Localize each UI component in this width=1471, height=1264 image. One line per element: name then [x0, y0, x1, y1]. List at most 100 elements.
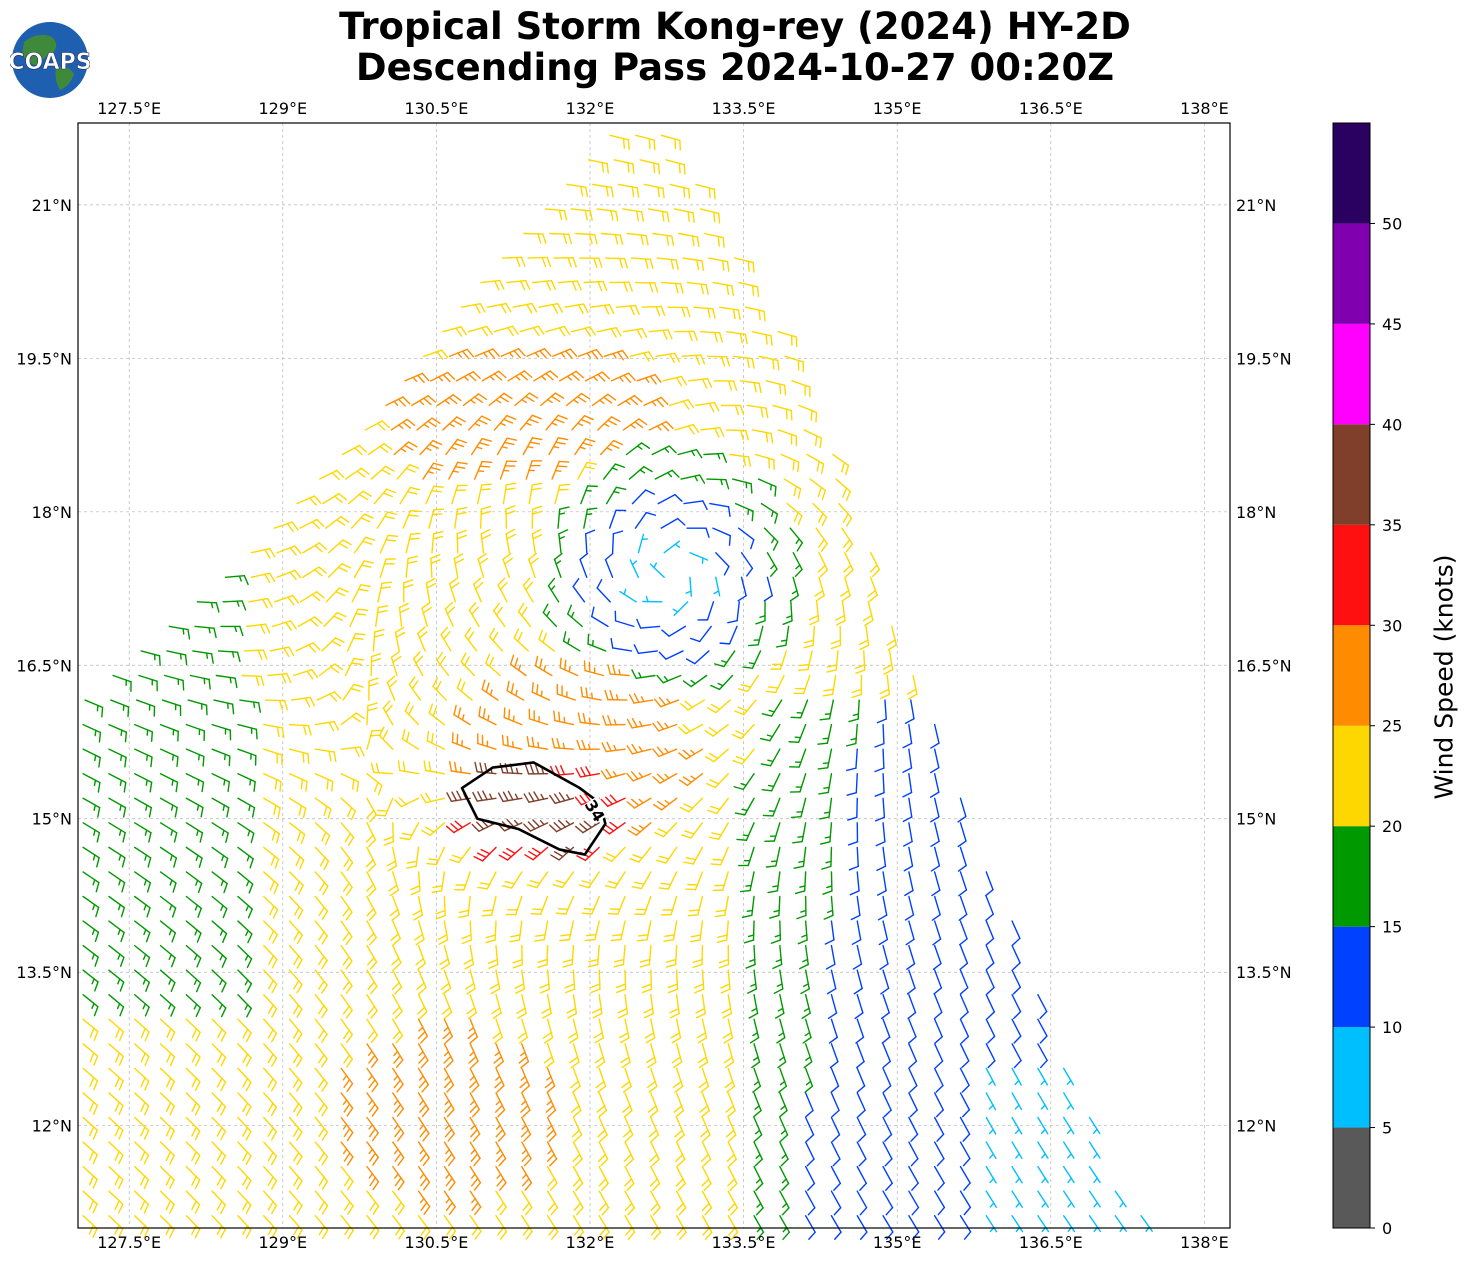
wind-barb	[649, 562, 665, 578]
wind-barb	[159, 1215, 175, 1239]
wind-barb	[985, 1043, 996, 1069]
wind-barb	[652, 746, 678, 758]
wind-barb	[472, 790, 497, 802]
wind-barb	[553, 710, 575, 726]
wind-barb	[830, 1215, 842, 1240]
wind-barb	[985, 969, 995, 995]
wind-barb	[571, 1116, 583, 1142]
wind-barb	[804, 1190, 816, 1216]
wind-barb	[436, 394, 462, 407]
wind-barb	[583, 280, 608, 292]
wind-barb	[518, 1043, 530, 1069]
wind-barb	[788, 723, 807, 743]
wind-barb	[108, 871, 126, 893]
wind-barb	[905, 920, 915, 946]
wind-barb	[906, 969, 916, 995]
wind-barb	[760, 502, 779, 524]
wind-barb	[466, 994, 478, 1020]
wind-barb	[688, 378, 713, 389]
wind-barb	[933, 1043, 944, 1069]
wind-barb	[237, 871, 254, 894]
wind-barb	[675, 1141, 686, 1167]
wind-barb	[648, 329, 673, 340]
wind-barb	[697, 601, 715, 621]
wind-barb	[394, 626, 406, 652]
wind-barb	[830, 1165, 842, 1191]
wind-barb	[159, 1190, 175, 1214]
wind-barb	[496, 437, 518, 456]
wind-barb	[108, 773, 127, 793]
wind-barb	[108, 1190, 124, 1214]
wind-barb	[721, 994, 733, 1019]
wind-barb	[422, 462, 444, 480]
wind-barb	[753, 1116, 763, 1142]
wind-barb	[908, 1165, 919, 1191]
wind-barb	[766, 552, 778, 577]
wind-barb	[779, 1141, 789, 1167]
wind-barb	[683, 500, 708, 511]
wind-barb	[712, 281, 735, 296]
wind-barb	[217, 650, 241, 663]
wind-barb	[703, 452, 728, 463]
wind-barb	[237, 1215, 252, 1239]
wind-barb	[604, 871, 626, 889]
wind-barb	[628, 693, 654, 704]
wind-barb	[615, 969, 627, 994]
wind-barb	[346, 632, 366, 652]
wind-barb	[522, 577, 534, 603]
wind-barb	[211, 1141, 226, 1165]
wind-barb	[108, 1141, 124, 1165]
wind-barb	[444, 601, 456, 628]
wind-barb	[544, 208, 568, 221]
wind-barb	[602, 715, 626, 726]
wind-barb	[610, 920, 626, 942]
wind-barb	[826, 969, 837, 995]
wind-barb	[830, 1190, 842, 1216]
wind-barb	[134, 944, 151, 968]
wind-barb	[519, 414, 542, 431]
wind-barb	[467, 415, 492, 431]
wind-barb	[263, 1165, 278, 1190]
wind-barb	[425, 577, 437, 603]
wind-barb	[596, 416, 621, 431]
wind-barb	[454, 506, 468, 529]
wind-barb	[933, 994, 943, 1020]
wind-barb	[656, 257, 679, 271]
wind-barb	[340, 1018, 353, 1044]
wind-barb	[134, 1067, 150, 1091]
wind-barb	[985, 1141, 997, 1160]
wind-barb	[276, 569, 302, 581]
wind-barb	[824, 920, 835, 945]
wind-barb	[764, 822, 781, 842]
wind-barb	[753, 1092, 762, 1118]
wind-barb	[314, 1165, 329, 1191]
wind-barb	[399, 822, 420, 841]
wind-barb	[587, 944, 600, 968]
wind-barb	[572, 578, 586, 603]
wind-barb	[185, 920, 202, 943]
wind-barb	[985, 1190, 998, 1208]
wind-barb	[580, 686, 602, 701]
wind-barb	[419, 439, 443, 456]
wind-barb	[108, 748, 127, 768]
colorbar-tick-label: 35	[1382, 516, 1402, 535]
wind-barb	[237, 822, 255, 844]
wind-barb	[82, 1215, 98, 1238]
wind-barb	[838, 502, 853, 527]
wind-barb	[373, 488, 397, 505]
wind-barb	[269, 646, 295, 657]
wind-barb	[417, 1190, 431, 1215]
wind-barb	[577, 348, 604, 360]
wind-barb	[525, 460, 543, 480]
wind-barb	[770, 920, 782, 944]
colorbar: 0 5 10 15 20 25 30 35 40 45 50	[1332, 122, 1402, 1238]
wind-barb	[798, 404, 818, 423]
wind-barb	[509, 654, 527, 677]
wind-barb	[366, 920, 377, 946]
wind-barb	[428, 508, 444, 529]
wind-barb	[392, 1092, 404, 1117]
wind-barb	[559, 920, 575, 942]
wind-barb	[460, 652, 476, 677]
wind-barb	[443, 1165, 456, 1191]
wind-barb	[903, 822, 913, 847]
